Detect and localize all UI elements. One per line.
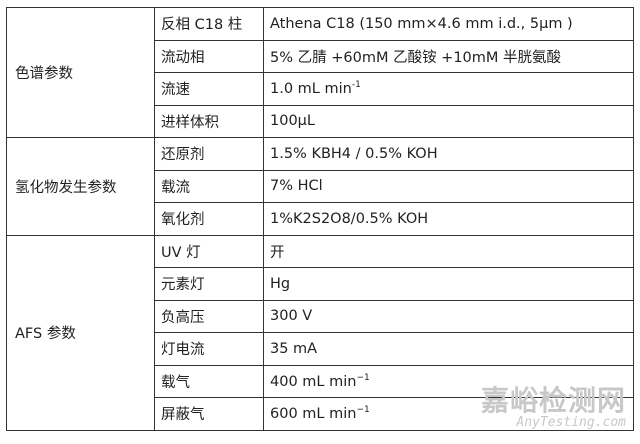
group-cell: 氢化物发生参数	[6, 137, 155, 236]
value-cell: 400 mL min−1	[263, 364, 634, 398]
value-cell: 1%K2S2O8/0.5% KOH	[263, 202, 634, 236]
table-row: 屏蔽气 600 mL min−1	[7, 397, 634, 431]
value-cell: Hg	[263, 267, 634, 301]
value-text: 1.0 mL min	[270, 81, 352, 98]
value-text: 5% 乙腈 +60mM 乙酸铵 +10mM 半胱氨酸	[270, 49, 562, 66]
group-cell: AFS 参数	[6, 234, 155, 431]
table-row: 载流 7% HCl	[7, 169, 634, 203]
param-cell: UV 灯	[154, 234, 264, 268]
param-cell: 负高压	[154, 299, 264, 333]
value-cell: 300 V	[263, 299, 634, 333]
param-cell: 氧化剂	[154, 202, 264, 236]
parameter-table: 色谱参数 反相 C18 柱 Athena C18 (150 mm×4.6 mm i.…	[6, 7, 634, 431]
value-cell: Athena C18 (150 mm×4.6 mm i.d., 5μm )	[263, 7, 634, 41]
value-cell: 600 mL min−1	[263, 397, 634, 431]
param-cell: 还原剂	[154, 137, 264, 171]
value-cell: 35 mA	[263, 332, 634, 366]
value-cell: 5% 乙腈 +60mM 乙酸铵 +10mM 半胱氨酸	[263, 39, 634, 73]
value-text: 1.5% KBH4 / 0.5% KOH	[270, 145, 438, 162]
value-cell: 1.0 mL min-1	[263, 72, 634, 106]
value-text: 600 mL min	[270, 406, 357, 423]
param-cell: 反相 C18 柱	[154, 7, 264, 41]
group-cell: 色谱参数	[6, 7, 155, 138]
value-text: 35 mA	[270, 340, 318, 357]
table-row: 灯电流 35 mA	[7, 332, 634, 366]
table-row: 流动相 5% 乙腈 +60mM 乙酸铵 +10mM 半胱氨酸	[7, 39, 634, 73]
value-text: Athena C18 (150 mm×4.6 mm i.d., 5μm )	[270, 15, 573, 32]
value-text: 300 V	[270, 308, 313, 325]
value-exponent: −1	[356, 405, 370, 416]
table-row: 氢化物发生参数 还原剂 1.5% KBH4 / 0.5% KOH	[6, 137, 634, 236]
param-cell: 灯电流	[154, 332, 264, 366]
value-cell: 开	[263, 234, 634, 268]
value-text: 7% HCl	[270, 178, 323, 195]
table-row: 流速 1.0 mL min-1	[7, 72, 634, 106]
value-cell: 100μL	[263, 104, 634, 138]
value-text: 400 mL min	[270, 373, 357, 390]
table-row: AFS 参数 UV 灯开	[6, 234, 634, 431]
param-cell: 流动相	[154, 39, 264, 73]
param-cell: 屏蔽气	[154, 397, 264, 431]
table-row: 色谱参数 反相 C18 柱 Athena C18 (150 mm×4.6 mm i.…	[6, 7, 634, 138]
value-text: 1%K2S2O8/0.5% KOH	[270, 210, 429, 227]
value-exponent: −1	[356, 372, 370, 383]
value-text: 100μL	[270, 113, 315, 130]
param-cell: 载流	[154, 169, 264, 203]
param-cell: 载气	[154, 364, 264, 398]
param-cell: 流速	[154, 72, 264, 106]
value-cell: 7% HCl	[263, 169, 634, 203]
param-cell: 元素灯	[154, 267, 264, 301]
table-row: 元素灯 Hg	[7, 267, 634, 301]
value-exponent: -1	[351, 80, 361, 91]
value-text: 开	[270, 244, 285, 261]
table-row: 氧化剂 1%K2S2O8/0.5% KOH	[7, 202, 634, 236]
value-text: Hg	[270, 275, 291, 292]
table-row: 进样体积 100μL	[7, 104, 634, 138]
table-row: 负高压 300 V	[7, 299, 634, 333]
param-cell: 进样体积	[154, 104, 264, 138]
value-cell: 1.5% KBH4 / 0.5% KOH	[263, 137, 634, 171]
